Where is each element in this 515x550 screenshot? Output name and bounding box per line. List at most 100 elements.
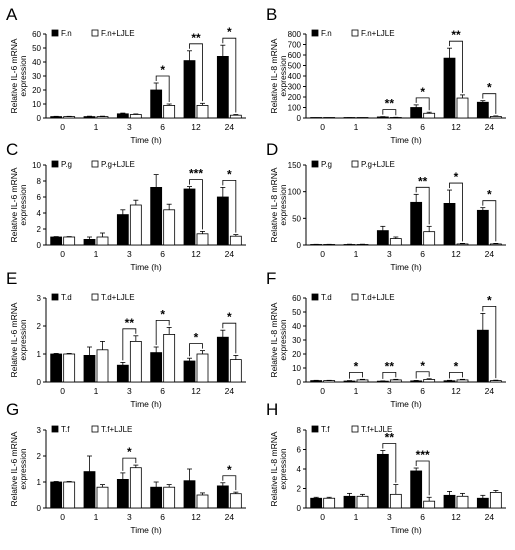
panel-label: G [6, 400, 19, 419]
significance-bracket [222, 322, 237, 354]
significance-bracket [415, 371, 430, 379]
y-tick-label: 30 [292, 336, 301, 345]
bar-ljle [63, 481, 76, 509]
bar-treated [50, 353, 63, 383]
bar-treated [83, 354, 96, 383]
x-tick-label: 12 [451, 512, 461, 522]
bar-treated [216, 56, 229, 119]
significance-bracket [189, 43, 203, 102]
legend-label: T.d [61, 293, 72, 302]
bar-ljle [196, 233, 209, 246]
bar-treated [476, 497, 489, 509]
bar-treated [443, 57, 456, 119]
panel-label: E [6, 269, 17, 288]
panel-label: H [266, 400, 278, 419]
x-axis-label: Time (h) [130, 399, 161, 409]
bar-treated [216, 485, 229, 509]
bar-ljle [229, 114, 242, 119]
x-tick-label: 12 [451, 386, 461, 396]
x-tick-label: 24 [485, 249, 495, 259]
bar-ljle [163, 209, 176, 246]
legend-swatch [351, 160, 359, 168]
x-tick-label: 0 [320, 386, 325, 396]
bar-treated [83, 471, 96, 509]
legend-label: P.g [321, 160, 332, 169]
legend-swatch [91, 160, 99, 168]
bar-ljle [96, 486, 109, 509]
y-axis-label: Relative IL-8 mRNA [269, 431, 279, 506]
legend-label: P.g [61, 160, 72, 169]
bar-ljle [63, 116, 76, 119]
x-tick-label: 0 [320, 249, 325, 259]
y-tick-label: 0 [37, 504, 42, 513]
y-tick-label: 2 [297, 485, 302, 494]
legend-label: F.n [321, 29, 332, 38]
bar-treated [410, 201, 423, 246]
y-tick-label: 10 [292, 364, 301, 373]
y-tick-label: 0 [37, 378, 42, 387]
y-axis-label: expression [18, 184, 28, 225]
bar-treated [376, 453, 389, 509]
x-tick-label: 1 [94, 249, 99, 259]
y-axis-label: expression [278, 55, 288, 96]
legend-label: T.f [321, 425, 330, 434]
legend-label: T.f+LJLE [101, 425, 132, 434]
y-tick-label: 500 [288, 62, 302, 71]
x-tick-label: 1 [94, 512, 99, 522]
bar-ljle [196, 494, 209, 509]
bar-treated [183, 360, 196, 383]
bar-ljle [389, 493, 402, 509]
significance-label: ** [125, 316, 135, 330]
x-tick-label: 12 [191, 122, 201, 132]
significance-label: * [127, 445, 132, 459]
significance-label: * [420, 359, 425, 373]
significance-label: ** [385, 430, 395, 444]
significance-bracket [449, 182, 463, 242]
significance-label: * [227, 167, 232, 181]
significance-bracket [415, 460, 430, 496]
significance-label: ** [191, 31, 201, 45]
significance-bracket [415, 97, 430, 111]
bar-ljle [63, 353, 76, 383]
bar-ljle [196, 353, 209, 383]
bar-treated [376, 230, 389, 246]
significance-label: * [487, 188, 492, 202]
bar-treated [183, 60, 196, 119]
x-tick-label: 24 [225, 512, 235, 522]
bar-ljle [129, 204, 142, 246]
y-axis-label: expression [278, 319, 288, 360]
y-tick-label: 50 [292, 308, 301, 317]
significance-bracket [482, 200, 497, 242]
y-axis-label: expression [278, 184, 288, 225]
x-axis-label: Time (h) [390, 262, 421, 272]
significance-label: * [227, 25, 232, 39]
bar-treated [410, 470, 423, 509]
bar-ljle [323, 380, 336, 383]
y-tick-label: 8 [297, 426, 302, 435]
bar-ljle [129, 467, 142, 509]
y-tick-label: 100 [288, 188, 302, 197]
bar-treated [410, 380, 423, 383]
bar-ljle [196, 105, 209, 119]
legend-swatch [91, 293, 99, 301]
y-tick-label: 1 [37, 350, 42, 359]
significance-bracket [415, 186, 430, 225]
significance-bracket [449, 40, 463, 93]
x-tick-label: 6 [160, 249, 165, 259]
y-axis-label: expression [18, 448, 28, 489]
significance-label: * [194, 331, 199, 345]
x-tick-label: 24 [225, 122, 235, 132]
bar-ljle [163, 105, 176, 119]
y-tick-label: 4 [37, 209, 42, 218]
bar-treated [410, 107, 423, 119]
significance-bracket [189, 343, 203, 357]
y-tick-label: 2 [37, 322, 42, 331]
bar-ljle [163, 333, 176, 383]
significance-label: * [487, 81, 492, 95]
bar-treated [476, 209, 489, 246]
bar-treated [83, 238, 96, 246]
significance-bracket [155, 319, 170, 345]
legend-label: P.g+LJLE [101, 160, 135, 169]
legend-swatch [351, 293, 359, 301]
